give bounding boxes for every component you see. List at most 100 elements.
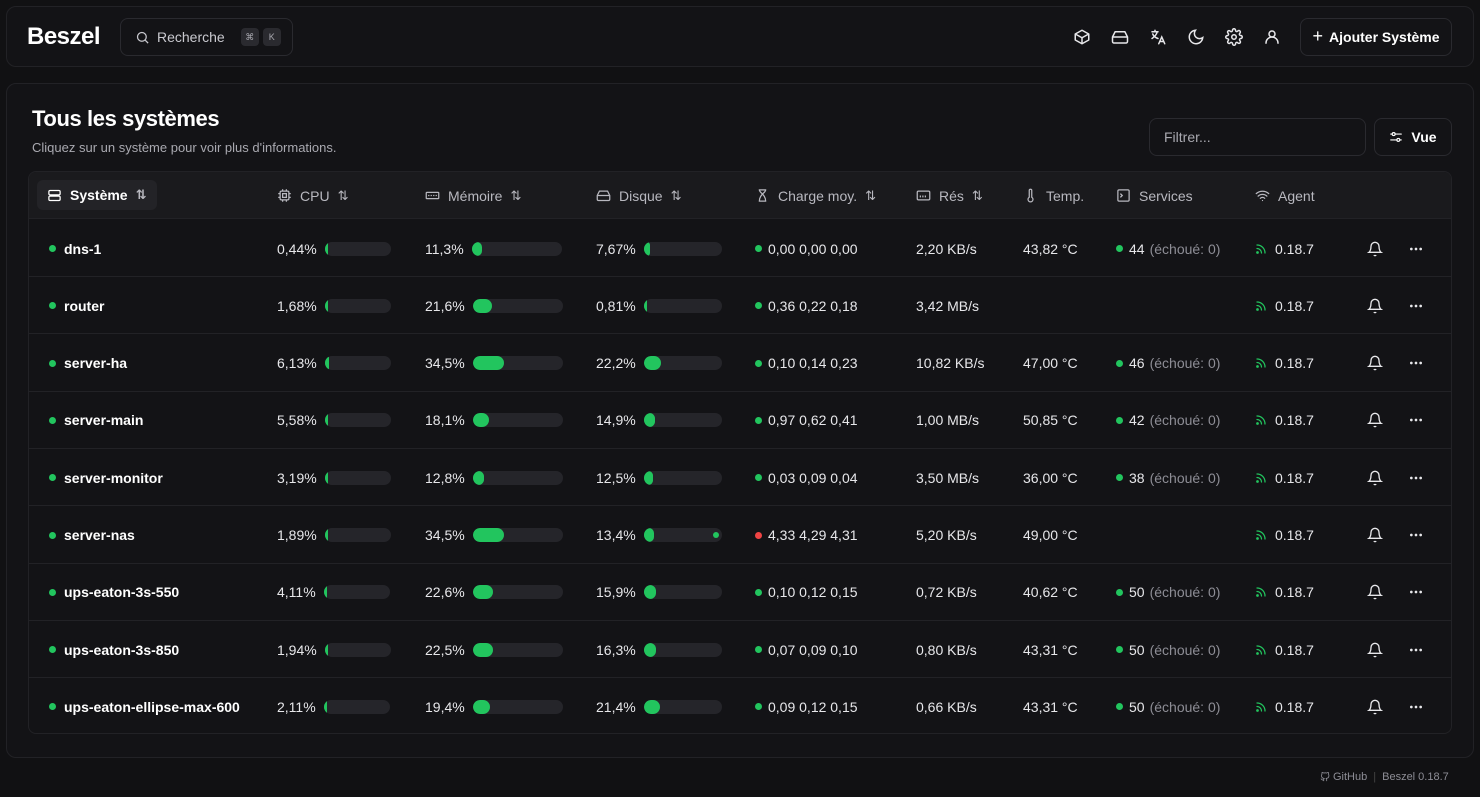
table-row[interactable]: router 1,68% 21,6% 0,81% 0,36 0,22 0,18 3,42 … [29,277,1451,335]
system-name[interactable]: server-ha [64,355,128,372]
memory-cell: 34,5% [425,335,563,392]
translate-icon[interactable] [1148,27,1168,47]
more-icon[interactable] [1401,635,1431,665]
table-row[interactable]: ups-eaton-3s-550 4,11% 22,6% 15,9% 0,10 0,12… [29,564,1451,621]
disk-bar-fill [643,356,662,371]
column-header-services[interactable]: Services [1116,172,1193,219]
services-status-dot [1116,703,1123,711]
more-icon[interactable] [1401,463,1431,493]
column-header-disk[interactable]: Disque ⇅ [596,172,682,219]
system-cell[interactable]: ups-eaton-3s-550 [49,564,179,621]
disk-value: 0,81% [596,297,636,314]
table-row[interactable]: server-monitor 3,19% 12,8% 12,5% 0,03 0,09 0… [29,449,1451,507]
system-cell[interactable]: dns-1 [49,220,101,277]
hard-drive-icon[interactable] [1110,27,1130,47]
column-header-net[interactable]: Rés ⇅ [916,172,983,219]
load-cell: 0,03 0,09 0,04 [755,449,858,506]
github-link[interactable]: GitHub [1333,771,1368,783]
system-name[interactable]: server-main [64,412,144,429]
system-name[interactable]: dns-1 [64,240,102,257]
more-icon[interactable] [1401,234,1431,264]
system-cell[interactable]: server-monitor [49,449,163,506]
load-cell: 0,00 0,00 0,00 [755,220,858,277]
memory-bar [472,528,563,542]
more-icon[interactable] [1401,405,1431,435]
net-value: 1,00 MB/s [916,412,980,429]
bell-icon[interactable] [1360,405,1390,435]
system-cell[interactable]: server-nas [49,507,135,564]
table-row[interactable]: server-ha 6,13% 34,5% 22,2% 0,10 0,14 0,23 10… [29,335,1451,392]
services-count: 44 [1129,240,1145,257]
add-system-button[interactable]: + Ajouter Système [1300,18,1452,56]
moon-icon[interactable] [1186,27,1206,47]
table-row[interactable]: dns-1 0,44% 11,3% 7,67% 0,00 0,00 0,00 2,20 K… [29,220,1451,277]
actions-cell [1401,335,1431,392]
cpu-cell: 2,11% [277,678,390,733]
system-name[interactable]: ups-eaton-3s-550 [64,584,180,601]
alerts-cell [1360,678,1390,733]
column-header-temp[interactable]: Temp. [1023,172,1084,219]
bell-icon[interactable] [1360,463,1390,493]
footer: GitHub | Beszel 0.18.7 [1320,771,1449,783]
temp-value: 40,62 °C [1023,584,1078,601]
more-icon[interactable] [1401,348,1431,378]
table-row[interactable]: server-nas 1,89% 34,5% 13,4% 4,33 4,29 4,31 5… [29,507,1451,564]
disk-bar-fill [643,642,657,657]
column-header-system[interactable]: Système ⇅ [37,180,157,210]
column-header-agent[interactable]: Agent [1255,172,1315,219]
logo[interactable]: Beszel [27,23,101,50]
more-icon[interactable] [1401,520,1431,550]
net-value: 10,82 KB/s [916,355,985,372]
plus-icon: + [1312,25,1324,46]
system-cell[interactable]: server-ha [49,335,127,392]
system-name[interactable]: ups-eaton-3s-850 [64,641,180,658]
bell-icon[interactable] [1360,234,1390,264]
status-dot [49,302,56,310]
column-header-load[interactable]: Charge moy. ⇅ [755,172,876,219]
disk-bar [643,356,722,371]
bell-icon[interactable] [1360,291,1390,321]
system-name[interactable]: ups-eaton-ellipse-max-600 [64,698,240,715]
view-button[interactable]: Vue [1374,118,1452,156]
more-icon[interactable] [1401,577,1431,607]
services-count: 42 [1129,412,1145,429]
more-icon[interactable] [1401,291,1431,321]
gear-icon[interactable] [1224,27,1244,47]
system-cell[interactable]: ups-eaton-3s-850 [49,621,179,678]
cpu-cell: 0,44% [277,220,391,277]
load-status-dot [755,646,762,654]
load-cell: 4,33 4,29 4,31 [755,507,858,564]
system-name[interactable]: server-monitor [64,469,163,486]
filter-input[interactable]: Filtrer... [1149,118,1366,156]
agent-cell: 0.18.7 [1255,335,1314,392]
table-row[interactable]: ups-eaton-ellipse-max-600 2,11% 19,4% 21,4%… [29,678,1451,733]
table-row[interactable]: server-main 5,58% 18,1% 14,9% 0,97 0,62 0,41… [29,392,1451,449]
more-icon[interactable] [1401,692,1431,722]
disk-bar [643,642,722,657]
system-name[interactable]: router [64,297,105,314]
system-cell[interactable]: ups-eaton-ellipse-max-600 [49,678,240,733]
column-header-cpu[interactable]: CPU ⇅ [277,172,348,219]
disk-bar-fill [643,298,647,313]
table-row[interactable]: ups-eaton-3s-850 1,94% 22,5% 16,3% 0,07 0,09… [29,621,1451,679]
user-icon[interactable] [1262,27,1282,47]
system-cell[interactable]: server-main [49,392,143,449]
cpu-bar-fill [324,413,329,428]
alerts-cell [1360,621,1390,678]
bell-icon[interactable] [1360,635,1390,665]
bell-icon[interactable] [1360,520,1390,550]
add-system-label: Ajouter Système [1329,29,1440,45]
system-name[interactable]: server-nas [64,527,135,543]
terminal-icon [1117,189,1130,202]
services-failed: (échoué: 0) [1149,641,1221,658]
system-cell[interactable]: router [49,277,104,334]
agent-version: 0.18.7 [1275,355,1314,372]
bell-icon[interactable] [1360,577,1390,607]
alerts-cell [1360,392,1390,449]
column-label-memory: Mémoire [448,187,503,204]
search-button[interactable]: Recherche ⌘ K [120,18,293,56]
bell-icon[interactable] [1360,348,1390,378]
box-icon[interactable] [1072,27,1092,47]
column-header-memory[interactable]: Mémoire ⇅ [425,172,521,219]
bell-icon[interactable] [1360,692,1390,722]
